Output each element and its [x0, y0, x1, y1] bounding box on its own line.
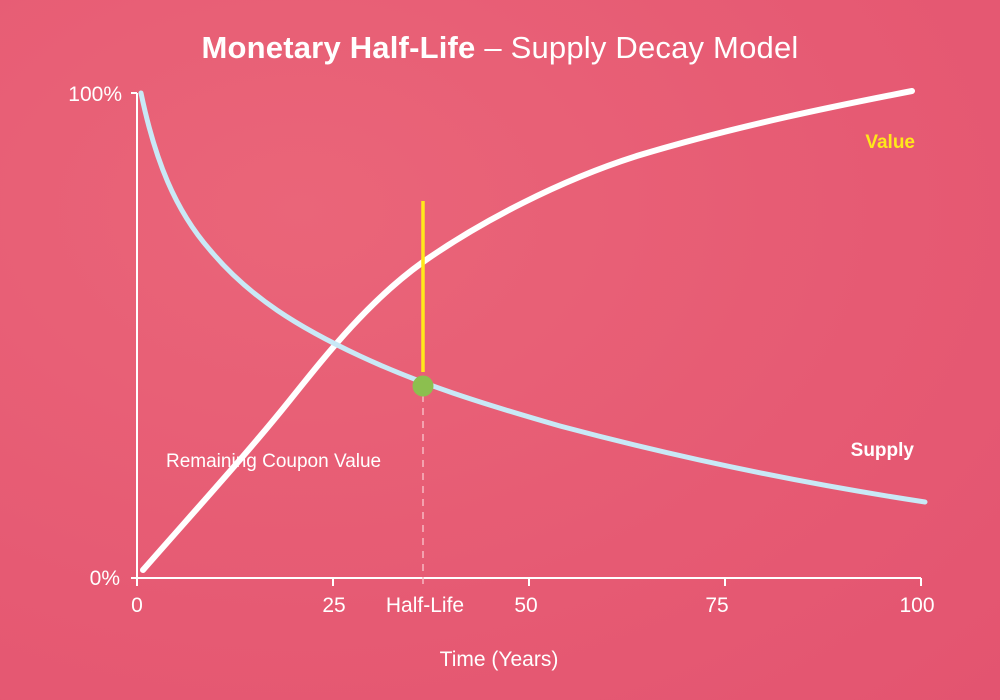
remaining-coupon-value-annotation: Remaining Coupon Value — [166, 451, 381, 472]
x-tick-label-0: 0 — [131, 594, 143, 617]
axes — [131, 92, 922, 586]
x-axis-title: Time (Years) — [440, 648, 559, 671]
y-tick-label-0: 0% — [90, 567, 120, 590]
x-tick-label-75: 75 — [705, 594, 728, 617]
x-tick-label-25: 25 — [322, 594, 345, 617]
value-curve — [140, 88, 915, 573]
chart-title: Monetary Half-Life – Supply Decay Model — [0, 30, 1000, 66]
supply-curve — [138, 90, 928, 505]
x-tick-label-50: 50 — [514, 594, 537, 617]
chart-title-bold: Monetary Half-Life — [201, 30, 476, 65]
y-tick-label-100: 100% — [68, 83, 122, 106]
chart-title-rest: – Supply Decay Model — [475, 30, 799, 65]
half-life-point — [412, 375, 434, 397]
x-tick-label-half-life: Half-Life — [386, 594, 464, 617]
value-series-label: Value — [865, 132, 915, 153]
x-tick-label-100: 100 — [899, 594, 934, 617]
supply-series-label: Supply — [851, 440, 915, 461]
